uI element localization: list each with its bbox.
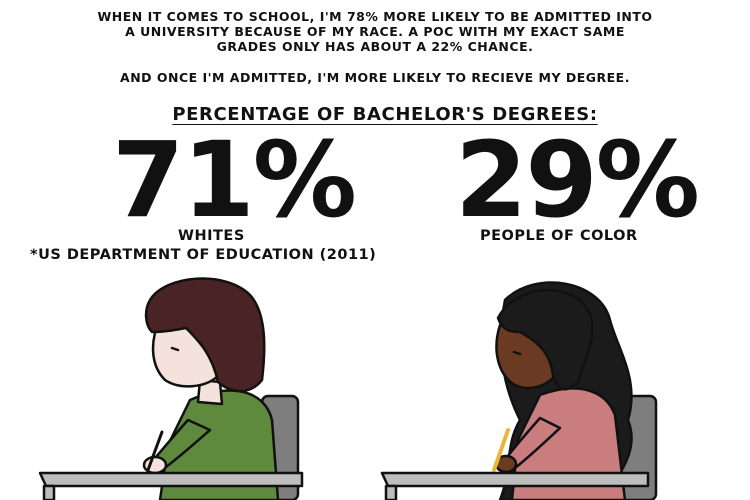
intro-line-3: GRADES ONLY HAS ABOUT A 22% CHANCE.: [216, 39, 534, 54]
stat-value-whites: 71%: [112, 119, 357, 241]
figure-right: [380, 281, 658, 500]
hair-left: [144, 277, 266, 393]
stat-label-poc: PEOPLE OF COLOR: [480, 228, 638, 244]
intro-line-1: WHEN IT COMES TO SCHOOL, I'M 78% MORE LI…: [97, 9, 653, 24]
eye-left: [170, 346, 180, 352]
illustration: [38, 277, 658, 500]
pencil-left: [146, 430, 164, 472]
pencil-right: [492, 428, 510, 472]
intro-line-2: A UNIVERSITY BECAUSE OF MY RACE. A POC W…: [125, 24, 625, 39]
intro-line-4: AND ONCE I'M ADMITTED, I'M MORE LIKELY T…: [120, 70, 630, 85]
figure-left: [38, 277, 304, 500]
neck-left: [196, 378, 224, 406]
desk-left: [38, 471, 304, 488]
source-note: *US DEPARTMENT OF EDUCATION (2011): [30, 247, 377, 263]
desk-leg-left: [42, 484, 56, 500]
eye-right: [512, 350, 522, 356]
desk-leg-right: [384, 484, 398, 500]
stat-label-whites: WHITES: [178, 228, 245, 244]
desk-right: [380, 471, 650, 488]
stat-value-poc: 29%: [455, 119, 700, 241]
hair-front-right: [496, 288, 594, 391]
section-heading: PERCENTAGE OF BACHELOR'S DEGREES:: [172, 104, 598, 125]
